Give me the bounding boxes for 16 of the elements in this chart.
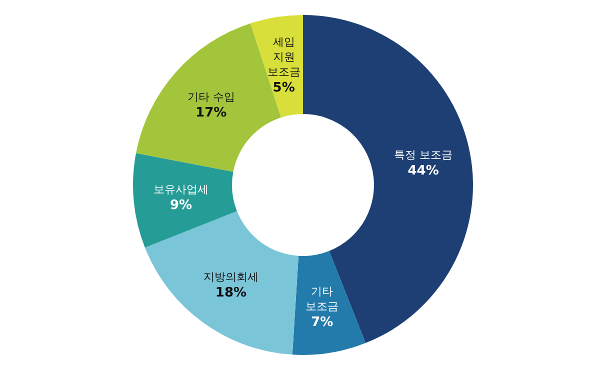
data-label: 9% xyxy=(170,198,192,214)
slice-label: 지방의회세 xyxy=(203,270,258,284)
data-label: 17% xyxy=(196,105,227,120)
data-label: 44% xyxy=(408,164,439,179)
donut-slice xyxy=(144,211,299,355)
donut-slice xyxy=(303,15,473,344)
data-label: 18% xyxy=(215,286,247,301)
donut-slice xyxy=(133,153,237,248)
data-label: 5% xyxy=(272,80,295,96)
slice-label: 기타 보조금 xyxy=(306,284,339,313)
slice-label: 기타 수입 xyxy=(187,90,235,104)
slice-label: 세입 지원 보조금 xyxy=(267,36,300,79)
slice-label: 특정 보조금 xyxy=(394,148,453,162)
data-label: 7% xyxy=(311,314,334,330)
slice-label: 보유사업세 xyxy=(154,183,209,196)
donut-slice xyxy=(292,251,366,355)
